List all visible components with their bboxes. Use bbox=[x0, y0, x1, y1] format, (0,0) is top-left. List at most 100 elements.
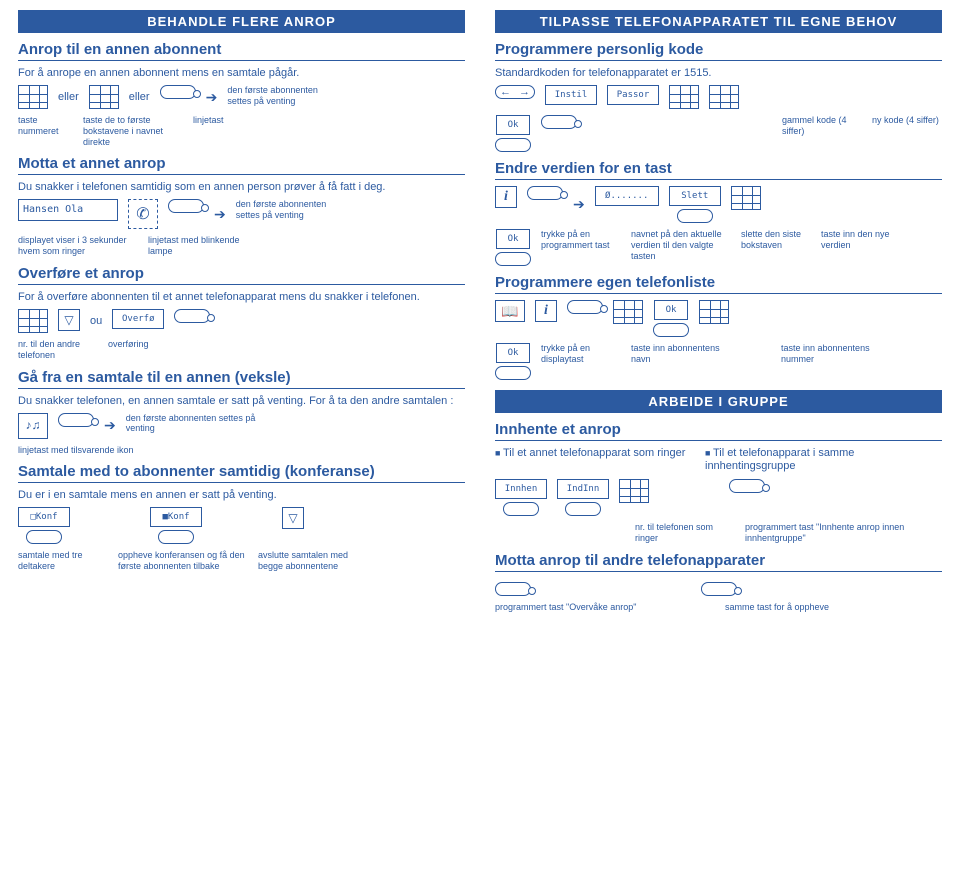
eller-2: eller bbox=[129, 91, 150, 103]
soft-key bbox=[677, 209, 713, 223]
cap-tre-deltakere: samtale med tre deltakere bbox=[18, 550, 108, 572]
line-key-icon bbox=[729, 479, 765, 493]
sec-liste-title: Programmere egen telefonliste bbox=[495, 274, 942, 294]
display-slett: Slett bbox=[669, 186, 721, 206]
keypad-icon bbox=[731, 186, 761, 210]
sec-anrop-title: Anrop til en annen abonnent bbox=[18, 41, 465, 61]
sec-motta-andre-title: Motta anrop til andre telefonapparater bbox=[495, 552, 942, 572]
sec-kode-sub: Standardkoden for telefonapparatet er 15… bbox=[495, 67, 942, 79]
sec-veksle-title: Gå fra en samtale til en annen (veksle) bbox=[18, 369, 465, 389]
arrow-icon: ➔ bbox=[206, 89, 218, 106]
display-ok: Ok bbox=[654, 300, 688, 320]
sec-veksle-sub: Du snakker telefonen, en annen samtale e… bbox=[18, 395, 465, 407]
keypad-icon bbox=[613, 300, 643, 324]
line-key-icon bbox=[541, 115, 577, 129]
soft-key bbox=[503, 502, 539, 516]
line-key-icon bbox=[168, 199, 204, 213]
arrow-icon: ➔ bbox=[573, 196, 585, 213]
sec-anrop-sub: For å anrope en annen abonnent mens en s… bbox=[18, 67, 465, 79]
info-icon: i bbox=[495, 186, 517, 208]
sec-motta-sub: Du snakker i telefonen samtidig som en a… bbox=[18, 181, 465, 193]
note-venting: den første abonnenten settes på venting bbox=[227, 85, 337, 107]
banner-left: BEHANDLE FLERE ANROP bbox=[18, 10, 465, 33]
soft-key bbox=[495, 366, 531, 380]
info-icon: i bbox=[535, 300, 557, 322]
display-instil: Instil bbox=[545, 85, 597, 105]
cap-overvake: programmert tast "Overvåke anrop" bbox=[495, 602, 645, 613]
line-key-icon bbox=[527, 186, 563, 200]
cap-oppheve-tast: samme tast for å oppheve bbox=[725, 602, 845, 613]
display-innhen: Innhen bbox=[495, 479, 547, 499]
cap-nr-andre: nr. til den andre telefonen bbox=[18, 339, 98, 361]
note-venting-3: den første abonnenten settes på venting bbox=[126, 413, 256, 435]
keypad-icon bbox=[89, 85, 119, 109]
cap-linje: linjetast bbox=[193, 115, 253, 126]
cap-bokstav: taste de to første bokstavene i navnet d… bbox=[83, 115, 183, 147]
sec-endre-title: Endre verdien for en tast bbox=[495, 160, 942, 180]
display-passor: Passor bbox=[607, 85, 659, 105]
note-venting-2: den første abonnenten settes på venting bbox=[236, 199, 346, 221]
keypad-icon bbox=[18, 309, 48, 333]
display-konf2: ■Konf bbox=[150, 507, 202, 527]
cap-taste-ny: taste inn den nye verdien bbox=[821, 229, 891, 251]
line-key-icon bbox=[567, 300, 603, 314]
line-key-icon bbox=[174, 309, 210, 323]
music-hold-icon: ♪♫ bbox=[18, 413, 48, 439]
sec-innhente-title: Innhente et anrop bbox=[495, 421, 942, 441]
bullet-gruppe: Til et telefonapparat i samme innhenting… bbox=[705, 447, 905, 473]
line-key-icon bbox=[701, 582, 737, 596]
sec-konf-sub: Du er i en samtale mens en annen er satt… bbox=[18, 489, 465, 501]
eller-1: eller bbox=[58, 91, 79, 103]
banner-right: TILPASSE TELEFONAPPARATET TIL EGNE BEHOV bbox=[495, 10, 942, 33]
soft-key bbox=[565, 502, 601, 516]
cap-display-3s: displayet viser i 3 sekunder hvem som ri… bbox=[18, 235, 138, 257]
display-overfo: Overfø bbox=[112, 309, 164, 329]
bullet-annet: Til et annet telefonapparat som ringer bbox=[495, 447, 695, 460]
cap-trykke-disp: trykke på en displaytast bbox=[541, 343, 621, 365]
cap-oppheve: oppheve konferansen og få den første abo… bbox=[118, 550, 248, 572]
display-ok: Ok bbox=[496, 229, 530, 249]
soft-key bbox=[653, 323, 689, 337]
display-dots: Ø....... bbox=[595, 186, 659, 206]
sec-overfore-sub: For å overføre abonnenten til et annet t… bbox=[18, 291, 465, 303]
banner-gruppe: ARBEIDE I GRUPPE bbox=[495, 390, 942, 413]
cap-overforing: overføring bbox=[108, 339, 188, 350]
cap-navn-verdi: navnet på den aktuelle verdien til den v… bbox=[631, 229, 731, 261]
cap-prog-innhente: programmert tast "Innhente anrop innen i… bbox=[745, 522, 915, 544]
soft-key bbox=[158, 530, 194, 544]
display-ok: Ok bbox=[496, 343, 530, 363]
sec-overfore-title: Overføre et anrop bbox=[18, 265, 465, 285]
cap-linje-blink: linjetast med blinkende lampe bbox=[148, 235, 248, 257]
display-ok: Ok bbox=[496, 115, 530, 135]
arrow-icon: ➔ bbox=[104, 417, 116, 434]
keypad-icon bbox=[699, 300, 729, 324]
cap-ny: ny kode (4 siffer) bbox=[872, 115, 942, 126]
display-konf1: □Konf bbox=[18, 507, 70, 527]
line-key-icon bbox=[58, 413, 94, 427]
keypad-icon bbox=[709, 85, 739, 109]
nav-arrows-icon: ←→ bbox=[495, 85, 535, 99]
hangup-icon: ▽ bbox=[282, 507, 304, 529]
ou: ou bbox=[90, 315, 102, 327]
display-hansen: Hansen Ola bbox=[18, 199, 118, 221]
hangup-icon: ▽ bbox=[58, 309, 80, 331]
cap-nr-tel: nr. til telefonen som ringer bbox=[635, 522, 735, 544]
display-indinn: IndInn bbox=[557, 479, 609, 499]
line-key-icon bbox=[495, 582, 531, 596]
soft-key bbox=[26, 530, 62, 544]
sec-kode-title: Programmere personlig kode bbox=[495, 41, 942, 61]
cap-gammel: gammel kode (4 siffer) bbox=[782, 115, 862, 137]
keypad-icon bbox=[669, 85, 699, 109]
directory-icon: 📖 bbox=[495, 300, 525, 322]
right-column: TILPASSE TELEFONAPPARATET TIL EGNE BEHOV… bbox=[495, 10, 942, 619]
line-key-icon bbox=[160, 85, 196, 99]
cap-avslutte: avslutte samtalen med begge abonnentene bbox=[258, 550, 368, 572]
soft-key bbox=[495, 252, 531, 266]
cap-navn-abon: taste inn abonnentens navn bbox=[631, 343, 721, 365]
keypad-icon bbox=[619, 479, 649, 503]
cap-nummer-abon: taste inn abonnentens nummer bbox=[781, 343, 871, 365]
cap-trykke-prog: trykke på en programmert tast bbox=[541, 229, 621, 251]
arrow-icon: ➔ bbox=[214, 206, 226, 223]
cap-taste: taste nummeret bbox=[18, 115, 73, 137]
sec-motta-title: Motta et annet anrop bbox=[18, 155, 465, 175]
